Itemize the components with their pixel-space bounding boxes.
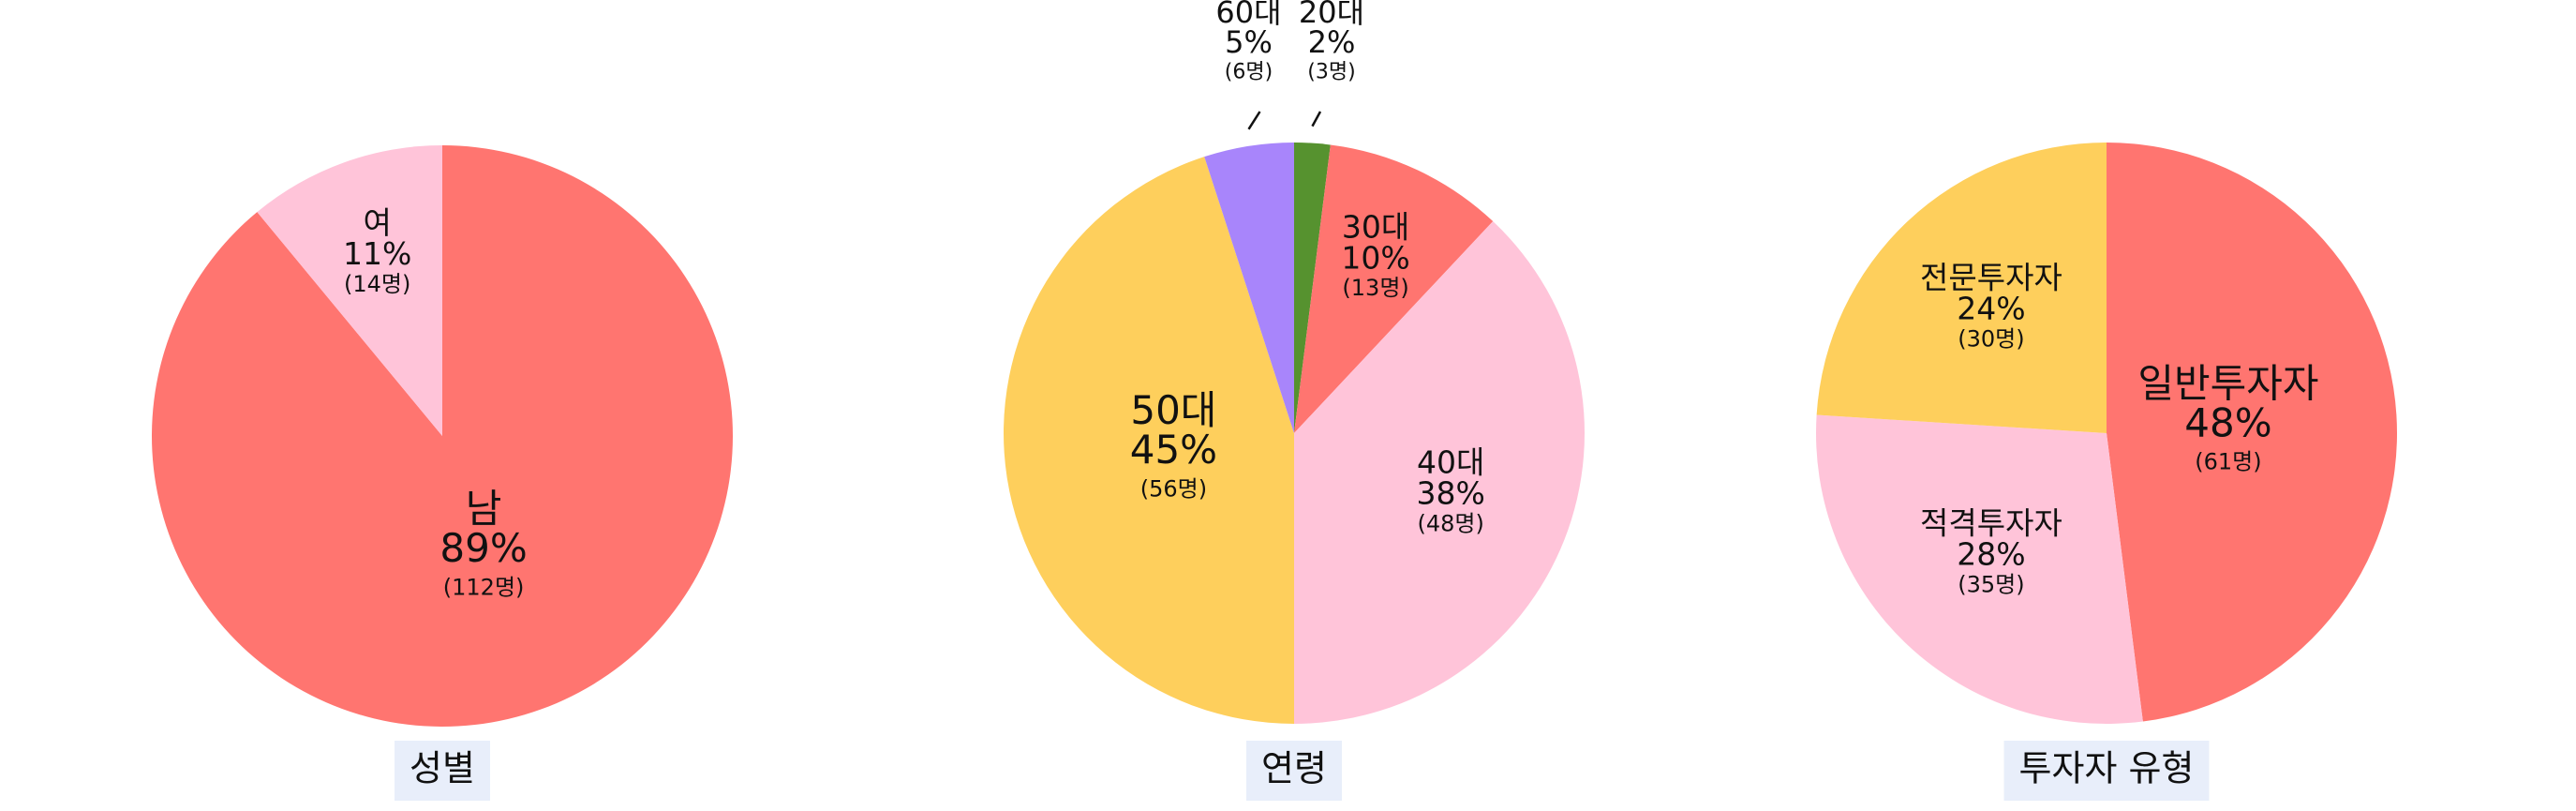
slice-count: (48명) [1417, 511, 1483, 537]
pie-slice [1204, 143, 1294, 433]
pie-slice [1294, 221, 1586, 725]
slice-label: 남 [466, 486, 502, 532]
slice-count: (3명) [1307, 60, 1355, 83]
slice-count: (13명) [1342, 275, 1408, 301]
slice-label: 30대 [1342, 208, 1409, 245]
chart-title: 연령 [1261, 748, 1327, 789]
slice-count: (61명) [2195, 449, 2261, 475]
slice-count: (35명) [1958, 571, 2024, 597]
slice-count: (112명) [443, 574, 525, 600]
pie-slice [1294, 143, 1331, 433]
slice-label: 60대 [1215, 0, 1281, 30]
slice-count: (6명) [1225, 60, 1273, 83]
title-background [395, 741, 490, 801]
slice-percent: 10% [1341, 239, 1409, 276]
leader-line [1311, 111, 1322, 128]
slice-label: 여 [364, 204, 392, 241]
slice-count: (56명) [1140, 475, 1207, 502]
slice-percent: 2% [1308, 24, 1356, 60]
slice-label: 40대 [1417, 444, 1484, 481]
slice-percent: 38% [1416, 475, 1484, 512]
slice-label: 일반투자자 [2137, 360, 2318, 406]
slice-percent: 24% [1957, 290, 2025, 326]
pie-slice [2107, 143, 2397, 722]
slice-percent: 28% [1957, 536, 2025, 573]
slice-percent: 48% [2184, 399, 2271, 445]
pie-slice [1816, 414, 2143, 724]
slice-count: (14명) [344, 271, 410, 297]
slice-count: (30명) [1958, 325, 2024, 352]
title-background [2003, 741, 2210, 801]
pie-slice [257, 145, 442, 436]
pie-slice [1294, 144, 1494, 433]
slice-percent: 45% [1130, 427, 1217, 473]
slice-label: 50대 [1130, 387, 1216, 433]
slice-label: 전문투자자 [1920, 259, 2062, 295]
slice-label: 적격투자자 [1920, 505, 2062, 542]
slice-percent: 11% [343, 235, 411, 272]
chart-title: 성별 [409, 748, 475, 789]
pie-slice [1816, 143, 2107, 433]
slice-percent: 5% [1225, 24, 1273, 60]
slice-percent: 89% [439, 525, 527, 571]
title-background [1246, 741, 1342, 801]
leader-line [1247, 111, 1261, 130]
pie-slice [1004, 157, 1294, 724]
pie-slice [151, 145, 734, 728]
slice-label: 20대 [1299, 0, 1364, 30]
chart-title: 투자자 유형 [2019, 748, 2195, 789]
